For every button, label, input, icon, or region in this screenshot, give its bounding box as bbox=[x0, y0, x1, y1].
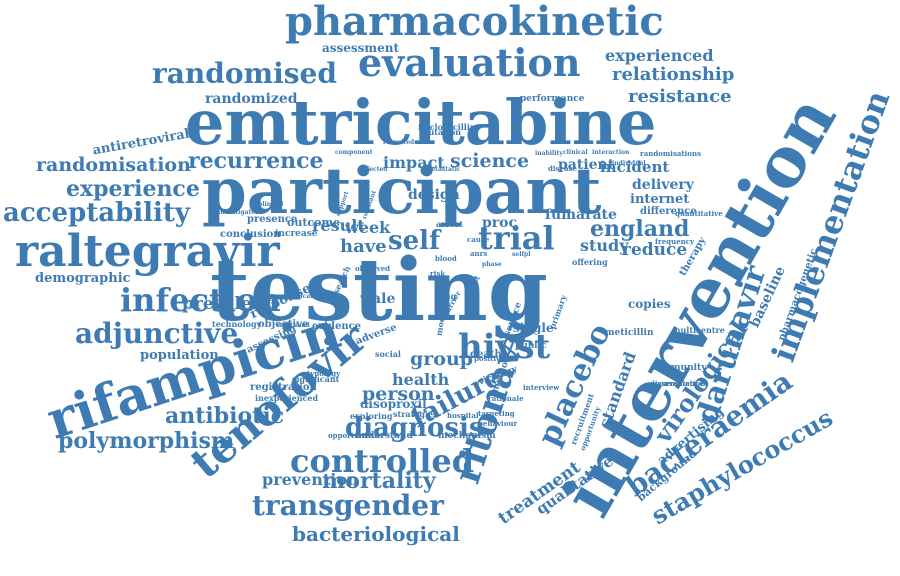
word: inability bbox=[535, 151, 563, 157]
word: copies bbox=[628, 298, 671, 310]
word: emotional bbox=[276, 323, 310, 329]
word: primary bbox=[548, 294, 568, 330]
word: recruited bbox=[383, 140, 414, 146]
word: meticillin bbox=[605, 329, 654, 338]
word: community bbox=[650, 364, 706, 373]
word: metastatic bbox=[425, 167, 461, 173]
word: randomized bbox=[205, 92, 298, 106]
word: study bbox=[580, 238, 629, 254]
word: investigator bbox=[218, 210, 258, 216]
word: randomised bbox=[152, 60, 337, 88]
word: pharmacokinetic bbox=[285, 2, 664, 42]
word: opportunistic bbox=[328, 432, 381, 439]
word: infected bbox=[360, 167, 387, 173]
word: exploring bbox=[350, 412, 393, 420]
word: science bbox=[450, 152, 529, 171]
word: targeting bbox=[478, 410, 515, 417]
word: randomisation bbox=[36, 156, 191, 175]
word: antiretroviral bbox=[92, 128, 191, 158]
word: cause bbox=[467, 236, 489, 243]
word: individual bbox=[612, 161, 646, 167]
word: phase bbox=[482, 262, 502, 268]
word: conclusion bbox=[220, 230, 281, 240]
word: evidence bbox=[312, 322, 361, 332]
word: self bbox=[388, 228, 440, 254]
word: experience bbox=[66, 178, 200, 200]
word: typology bbox=[307, 370, 340, 377]
word: registration bbox=[250, 383, 317, 393]
word: experienced bbox=[605, 48, 714, 64]
word: internet bbox=[630, 193, 689, 206]
word: multicentre bbox=[672, 326, 725, 334]
word: outcome bbox=[287, 217, 340, 228]
word: acceptability bbox=[3, 200, 190, 226]
word: blood bbox=[435, 255, 457, 262]
word: transgender bbox=[252, 492, 444, 520]
word: clinical bbox=[563, 150, 588, 156]
word: proc bbox=[482, 216, 517, 230]
word: observed bbox=[355, 265, 390, 272]
word: frequency bbox=[655, 238, 694, 245]
word: interaction bbox=[592, 150, 629, 156]
word: dissemination bbox=[650, 380, 705, 387]
word: social bbox=[375, 350, 401, 358]
word: wale bbox=[360, 292, 395, 306]
word: arrest bbox=[436, 220, 463, 228]
word: interview bbox=[523, 384, 559, 391]
word: inexperienced bbox=[255, 394, 318, 402]
word: blinded bbox=[258, 202, 283, 208]
word: group bbox=[410, 350, 473, 369]
word: recurrence bbox=[188, 150, 324, 172]
word: public bbox=[515, 342, 546, 351]
word: behaviour bbox=[478, 420, 517, 427]
word: risk bbox=[430, 270, 445, 277]
word: physical bbox=[285, 294, 313, 300]
word: mutation bbox=[420, 128, 461, 136]
word: offering bbox=[572, 258, 608, 266]
word: component bbox=[335, 150, 373, 156]
word: have bbox=[340, 238, 387, 256]
word: performance bbox=[520, 95, 584, 104]
word: assessment bbox=[322, 42, 399, 54]
word: rationale bbox=[488, 395, 524, 402]
word: selfpl bbox=[512, 252, 531, 258]
word: hospital bbox=[447, 412, 479, 419]
word: delivery bbox=[632, 178, 694, 192]
word: strategies bbox=[393, 410, 438, 418]
word: randomisations bbox=[640, 150, 701, 157]
word: antibiotic bbox=[165, 405, 284, 427]
word: population bbox=[140, 349, 219, 362]
word: quantitative bbox=[675, 210, 723, 217]
word: anrs bbox=[470, 250, 487, 257]
word: fumarate bbox=[545, 208, 617, 222]
word: increase bbox=[275, 230, 318, 239]
word: bacteriological bbox=[292, 524, 460, 544]
word: resistance bbox=[628, 88, 732, 106]
word: health bbox=[392, 372, 449, 388]
word: relationship bbox=[612, 66, 734, 84]
word: prevention bbox=[262, 472, 359, 488]
word: disease bbox=[548, 165, 577, 172]
word: mechanism bbox=[438, 432, 496, 441]
word: design bbox=[408, 188, 460, 202]
word: technology bbox=[212, 320, 261, 328]
word: demographic bbox=[35, 272, 131, 285]
word: polymorphism bbox=[58, 430, 234, 452]
word: positive bbox=[474, 355, 505, 362]
